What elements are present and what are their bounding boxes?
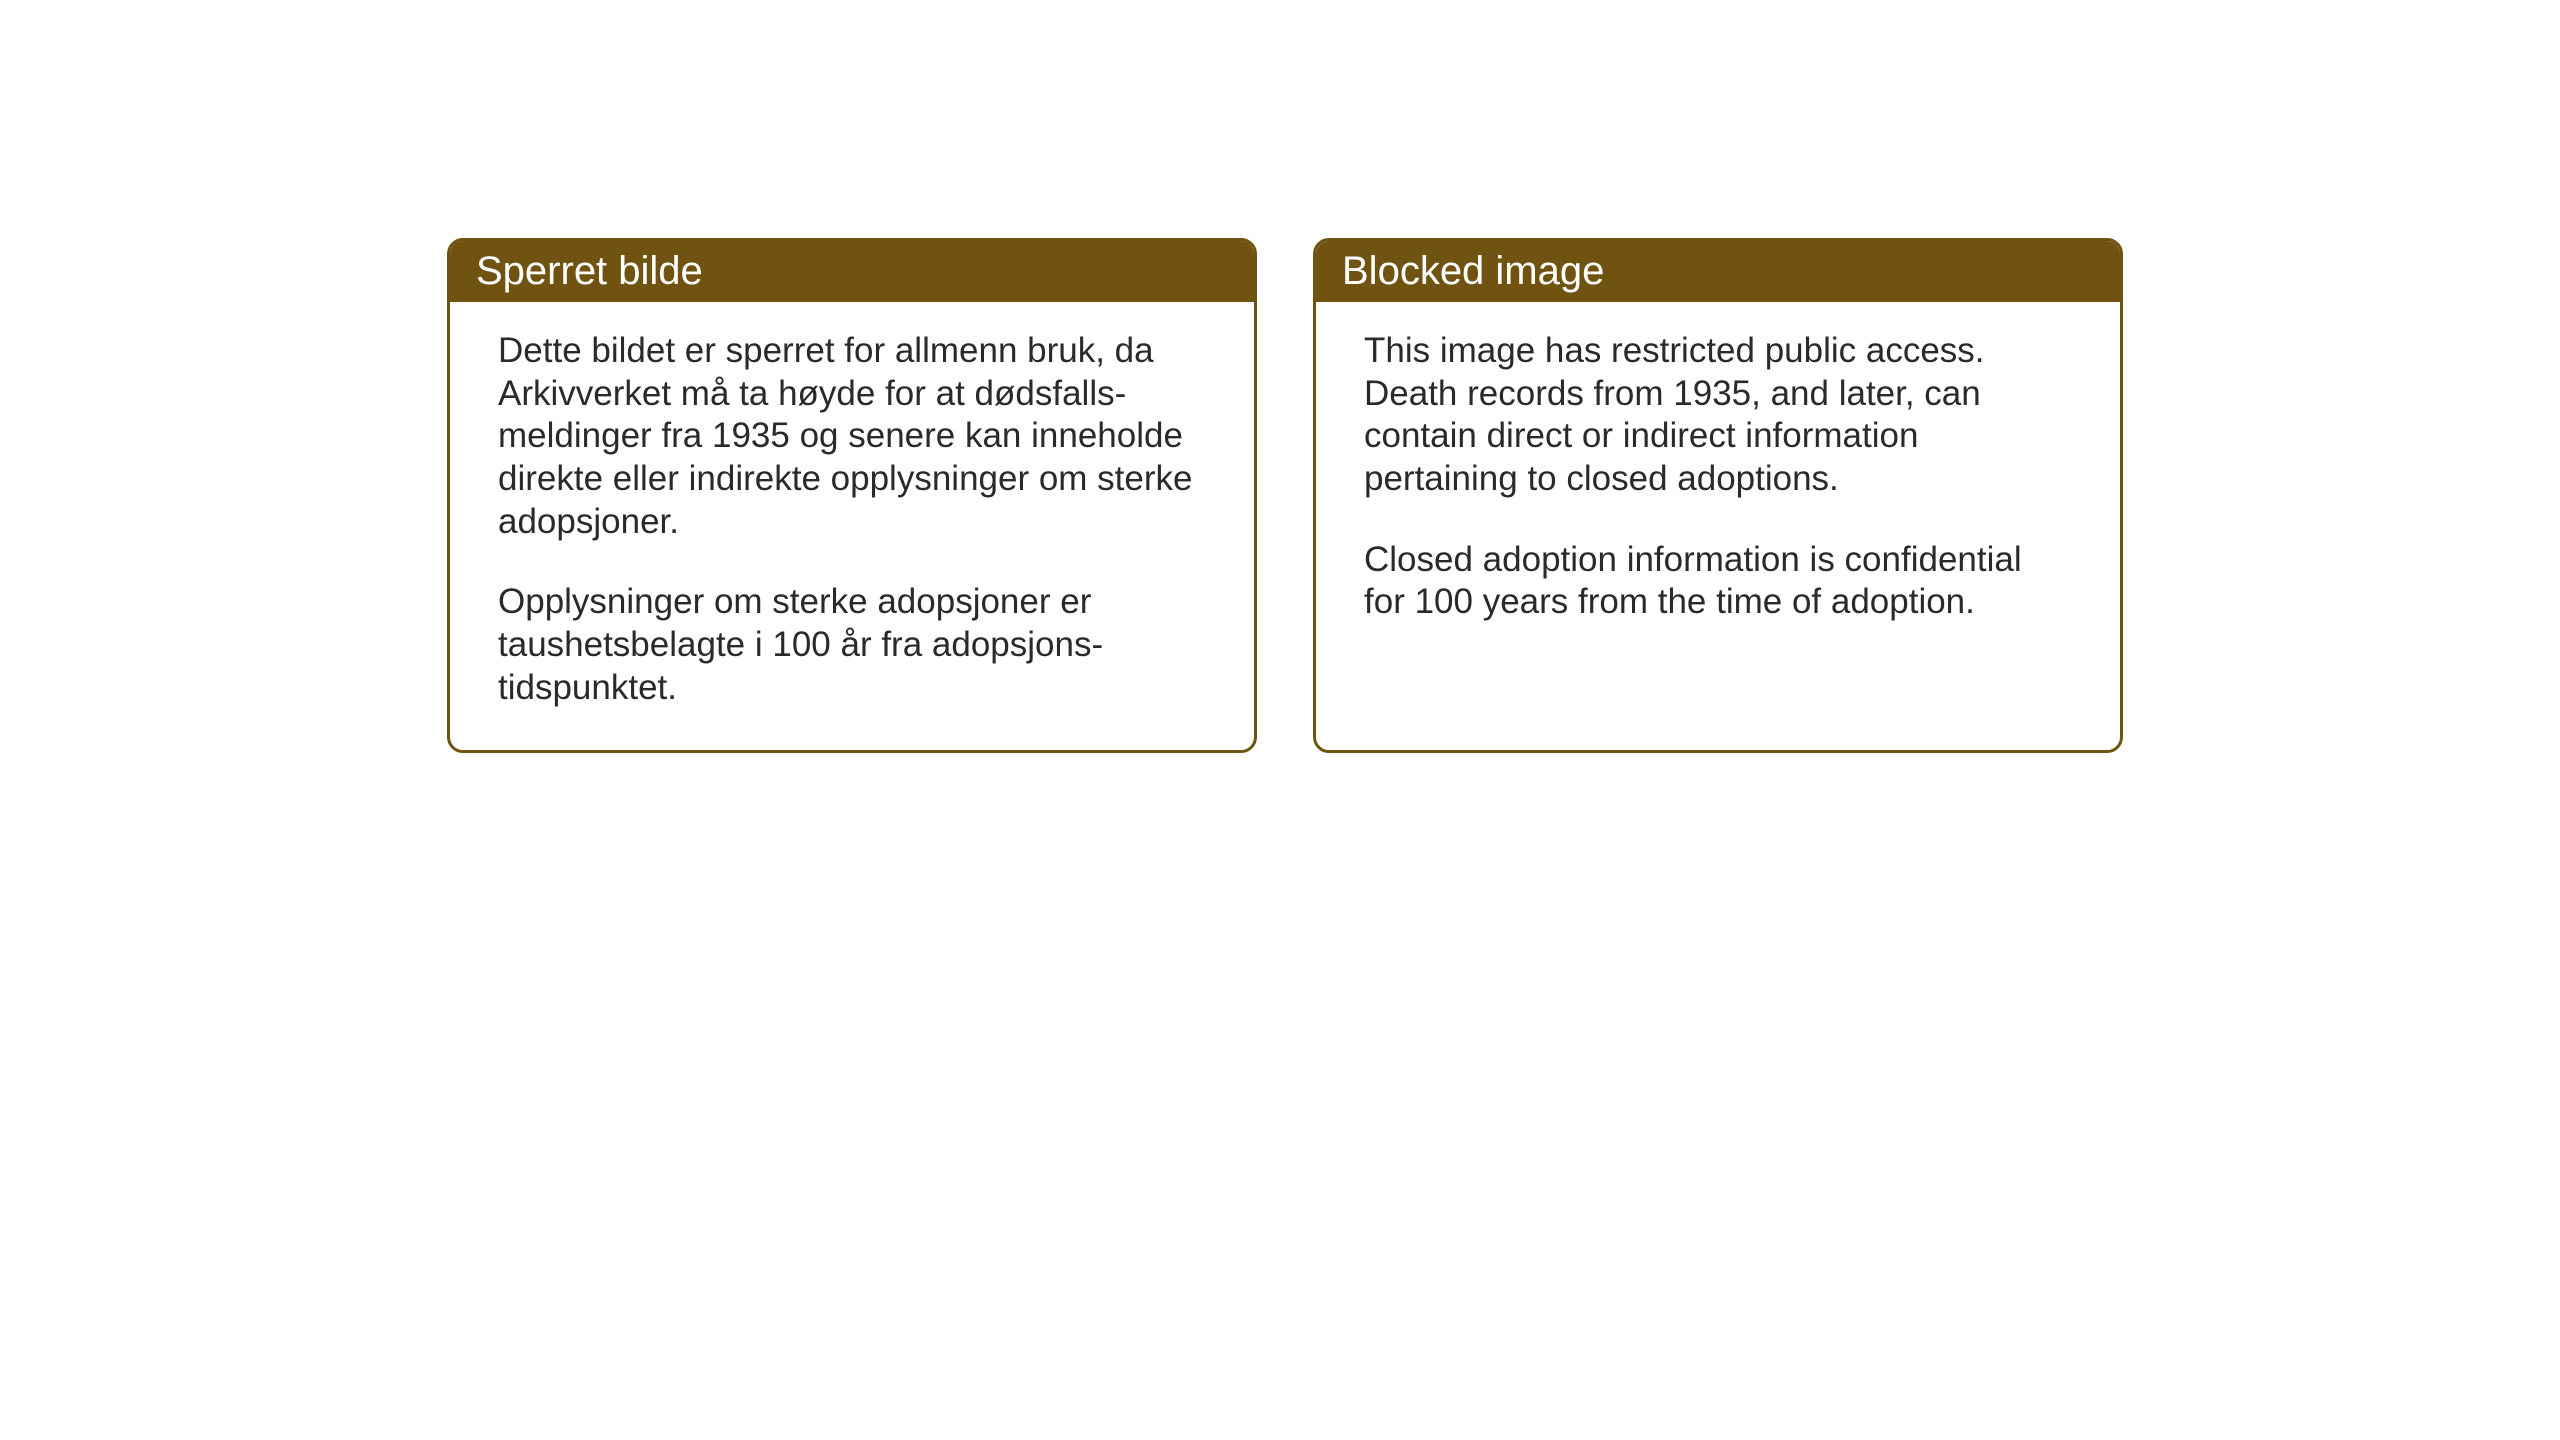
notice-header-norwegian: Sperret bilde [450,241,1254,302]
notice-body-english: This image has restricted public access.… [1316,302,2120,664]
notice-body-norwegian: Dette bildet er sperret for allmenn bruk… [450,302,1254,750]
notice-box-english: Blocked image This image has restricted … [1313,238,2123,753]
notice-paragraph: This image has restricted public access.… [1364,330,2072,501]
notice-paragraph: Opplysninger om sterke adopsjoner er tau… [498,581,1206,709]
notice-box-norwegian: Sperret bilde Dette bildet er sperret fo… [447,238,1257,753]
notice-paragraph: Closed adoption information is confident… [1364,539,2072,624]
notice-header-english: Blocked image [1316,241,2120,302]
notice-title-english: Blocked image [1342,249,1604,293]
notice-container: Sperret bilde Dette bildet er sperret fo… [447,238,2123,753]
notice-paragraph: Dette bildet er sperret for allmenn bruk… [498,330,1206,543]
notice-title-norwegian: Sperret bilde [476,249,703,293]
